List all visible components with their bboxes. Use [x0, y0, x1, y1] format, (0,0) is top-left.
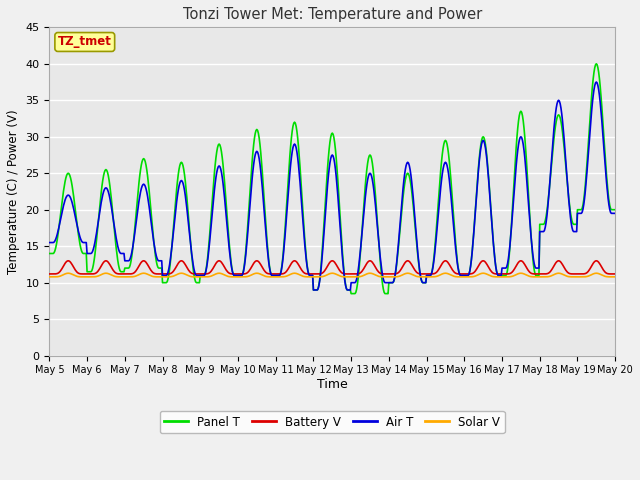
Solar V	[65, 270, 72, 276]
Panel T	[380, 286, 387, 292]
Y-axis label: Temperature (C) / Power (V): Temperature (C) / Power (V)	[7, 109, 20, 274]
Solar V	[45, 274, 53, 280]
Panel T	[324, 165, 332, 171]
Solar V	[324, 271, 332, 277]
Air T	[435, 201, 443, 207]
Battery V	[45, 271, 53, 277]
Panel T	[348, 291, 355, 297]
Air T	[45, 240, 53, 245]
Panel T	[170, 224, 177, 229]
Air T	[170, 228, 177, 234]
Solar V	[170, 273, 178, 278]
Battery V	[560, 264, 568, 270]
Battery V	[435, 266, 443, 272]
Solar V	[611, 274, 619, 280]
Air T	[560, 136, 568, 142]
Panel T	[560, 144, 568, 150]
Battery V	[65, 258, 72, 264]
Battery V	[170, 267, 178, 273]
Battery V	[380, 271, 387, 277]
Air T	[380, 276, 387, 282]
Panel T	[194, 280, 202, 286]
Solar V	[380, 274, 387, 280]
Line: Panel T: Panel T	[49, 64, 615, 294]
Title: Tonzi Tower Met: Temperature and Power: Tonzi Tower Met: Temperature and Power	[182, 7, 482, 22]
Battery V	[611, 271, 619, 277]
Line: Battery V: Battery V	[49, 261, 615, 274]
Battery V	[195, 271, 202, 277]
Legend: Panel T, Battery V, Air T, Solar V: Panel T, Battery V, Air T, Solar V	[160, 411, 505, 433]
Solar V	[435, 273, 443, 278]
Panel T	[45, 251, 53, 256]
Air T	[324, 173, 332, 179]
Air T	[194, 273, 202, 278]
Air T	[611, 211, 619, 216]
Solar V	[195, 274, 202, 280]
Battery V	[324, 262, 332, 267]
Air T	[310, 287, 317, 293]
Panel T	[593, 61, 600, 67]
Line: Solar V: Solar V	[49, 273, 615, 277]
Panel T	[435, 188, 443, 193]
Solar V	[560, 272, 568, 278]
Panel T	[611, 207, 619, 213]
Line: Air T: Air T	[49, 82, 615, 290]
X-axis label: Time: Time	[317, 378, 348, 391]
Text: TZ_tmet: TZ_tmet	[58, 36, 112, 48]
Air T	[593, 79, 600, 85]
